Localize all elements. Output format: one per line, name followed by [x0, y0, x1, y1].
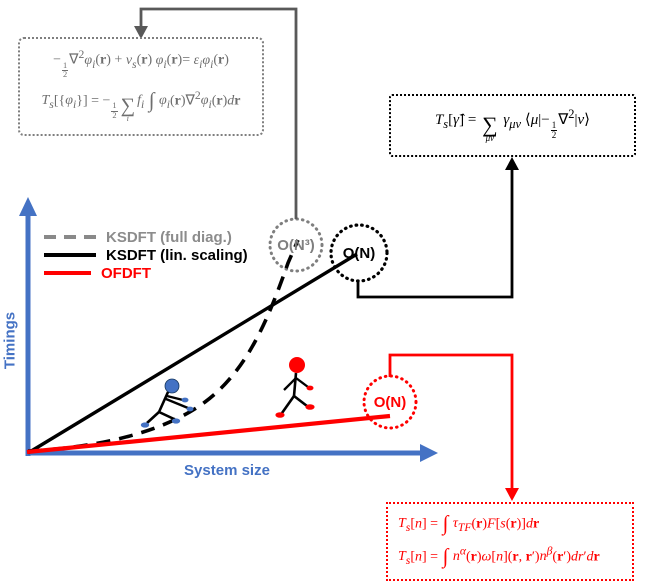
- ofdft-line: [26, 413, 391, 455]
- red-walker-figure: [275, 357, 315, 418]
- density-matrix-kinetic-equation: Ts[γ̂] = ∑ μν γμν ⟨μ|− 1 2 ∇2|ν⟩: [434, 106, 591, 144]
- ksdft-equations-box: −1 2 ∇2φi(r) + vs(r) φi(r)= εiφi(r) Ts[{φi…: [18, 37, 264, 136]
- legend-label: OFDFT: [101, 264, 151, 282]
- dashed-line-swatch-icon: [44, 235, 96, 239]
- ofdft-on-badge: O(N): [373, 394, 407, 411]
- y-axis-arrow-icon: [19, 197, 37, 216]
- density-matrix-kinetic-box: Ts[γ̂] = ∑ μν γμν ⟨μ|− 1 2 ∇2|ν⟩: [389, 94, 636, 157]
- x-axis-label: System size: [184, 462, 270, 479]
- solid-black-line-swatch-icon: [44, 253, 96, 257]
- legend-item-ksdft-full: KSDFT (full diag.): [44, 228, 248, 246]
- x-axis-arrow-icon: [420, 444, 438, 462]
- legend-label: KSDFT (full diag.): [106, 228, 232, 246]
- black-connector: [356, 166, 514, 299]
- ofdft-tf-functional-equation: Ts[n] = ∫ τTF(r)F[s(r)]dr: [398, 510, 540, 535]
- legend: KSDFT (full diag.) KSDFT (lin. scaling) …: [44, 228, 248, 282]
- gray-arrow-icon: [134, 26, 148, 39]
- axes: [19, 197, 438, 462]
- red-connector: [388, 353, 514, 493]
- y-axis-label: Timings: [1, 311, 19, 370]
- ofdft-functionals-box: Ts[n] = ∫ τTF(r)F[s(r)]dr Ts[n] = ∫ nα(r…: [386, 502, 634, 581]
- blue-climber-figure: [140, 378, 194, 428]
- ks-kinetic-energy-equation: Ts[{φi}] = −1 2 ∑ i fi ∫ φi(r)∇2φi(r)dr: [41, 87, 241, 124]
- gray-connector: [139, 7, 298, 219]
- on-badge: O(N): [342, 245, 376, 262]
- connectors: [134, 7, 519, 501]
- ks-orbital-equation: −1 2 ∇2φi(r) + vs(r) φi(r)= εiφi(r): [53, 48, 229, 80]
- legend-item-ksdft-linear: KSDFT (lin. scaling): [44, 246, 248, 264]
- legend-label: KSDFT (lin. scaling): [106, 246, 248, 264]
- on3-badge: O(N³): [277, 237, 315, 254]
- scaling-curves: [26, 239, 391, 455]
- ofdft-nonlocal-functional-equation: Ts[n] = ∫ nα(r)ω[n](r, r′)nβ(r′)dr′dr: [398, 544, 600, 568]
- solid-red-line-swatch-icon: [44, 271, 91, 275]
- ksdft-linear-line: [27, 252, 358, 455]
- red-arrow-icon: [505, 488, 519, 501]
- black-arrow-icon: [505, 157, 519, 170]
- legend-item-ofdft: OFDFT: [44, 264, 248, 282]
